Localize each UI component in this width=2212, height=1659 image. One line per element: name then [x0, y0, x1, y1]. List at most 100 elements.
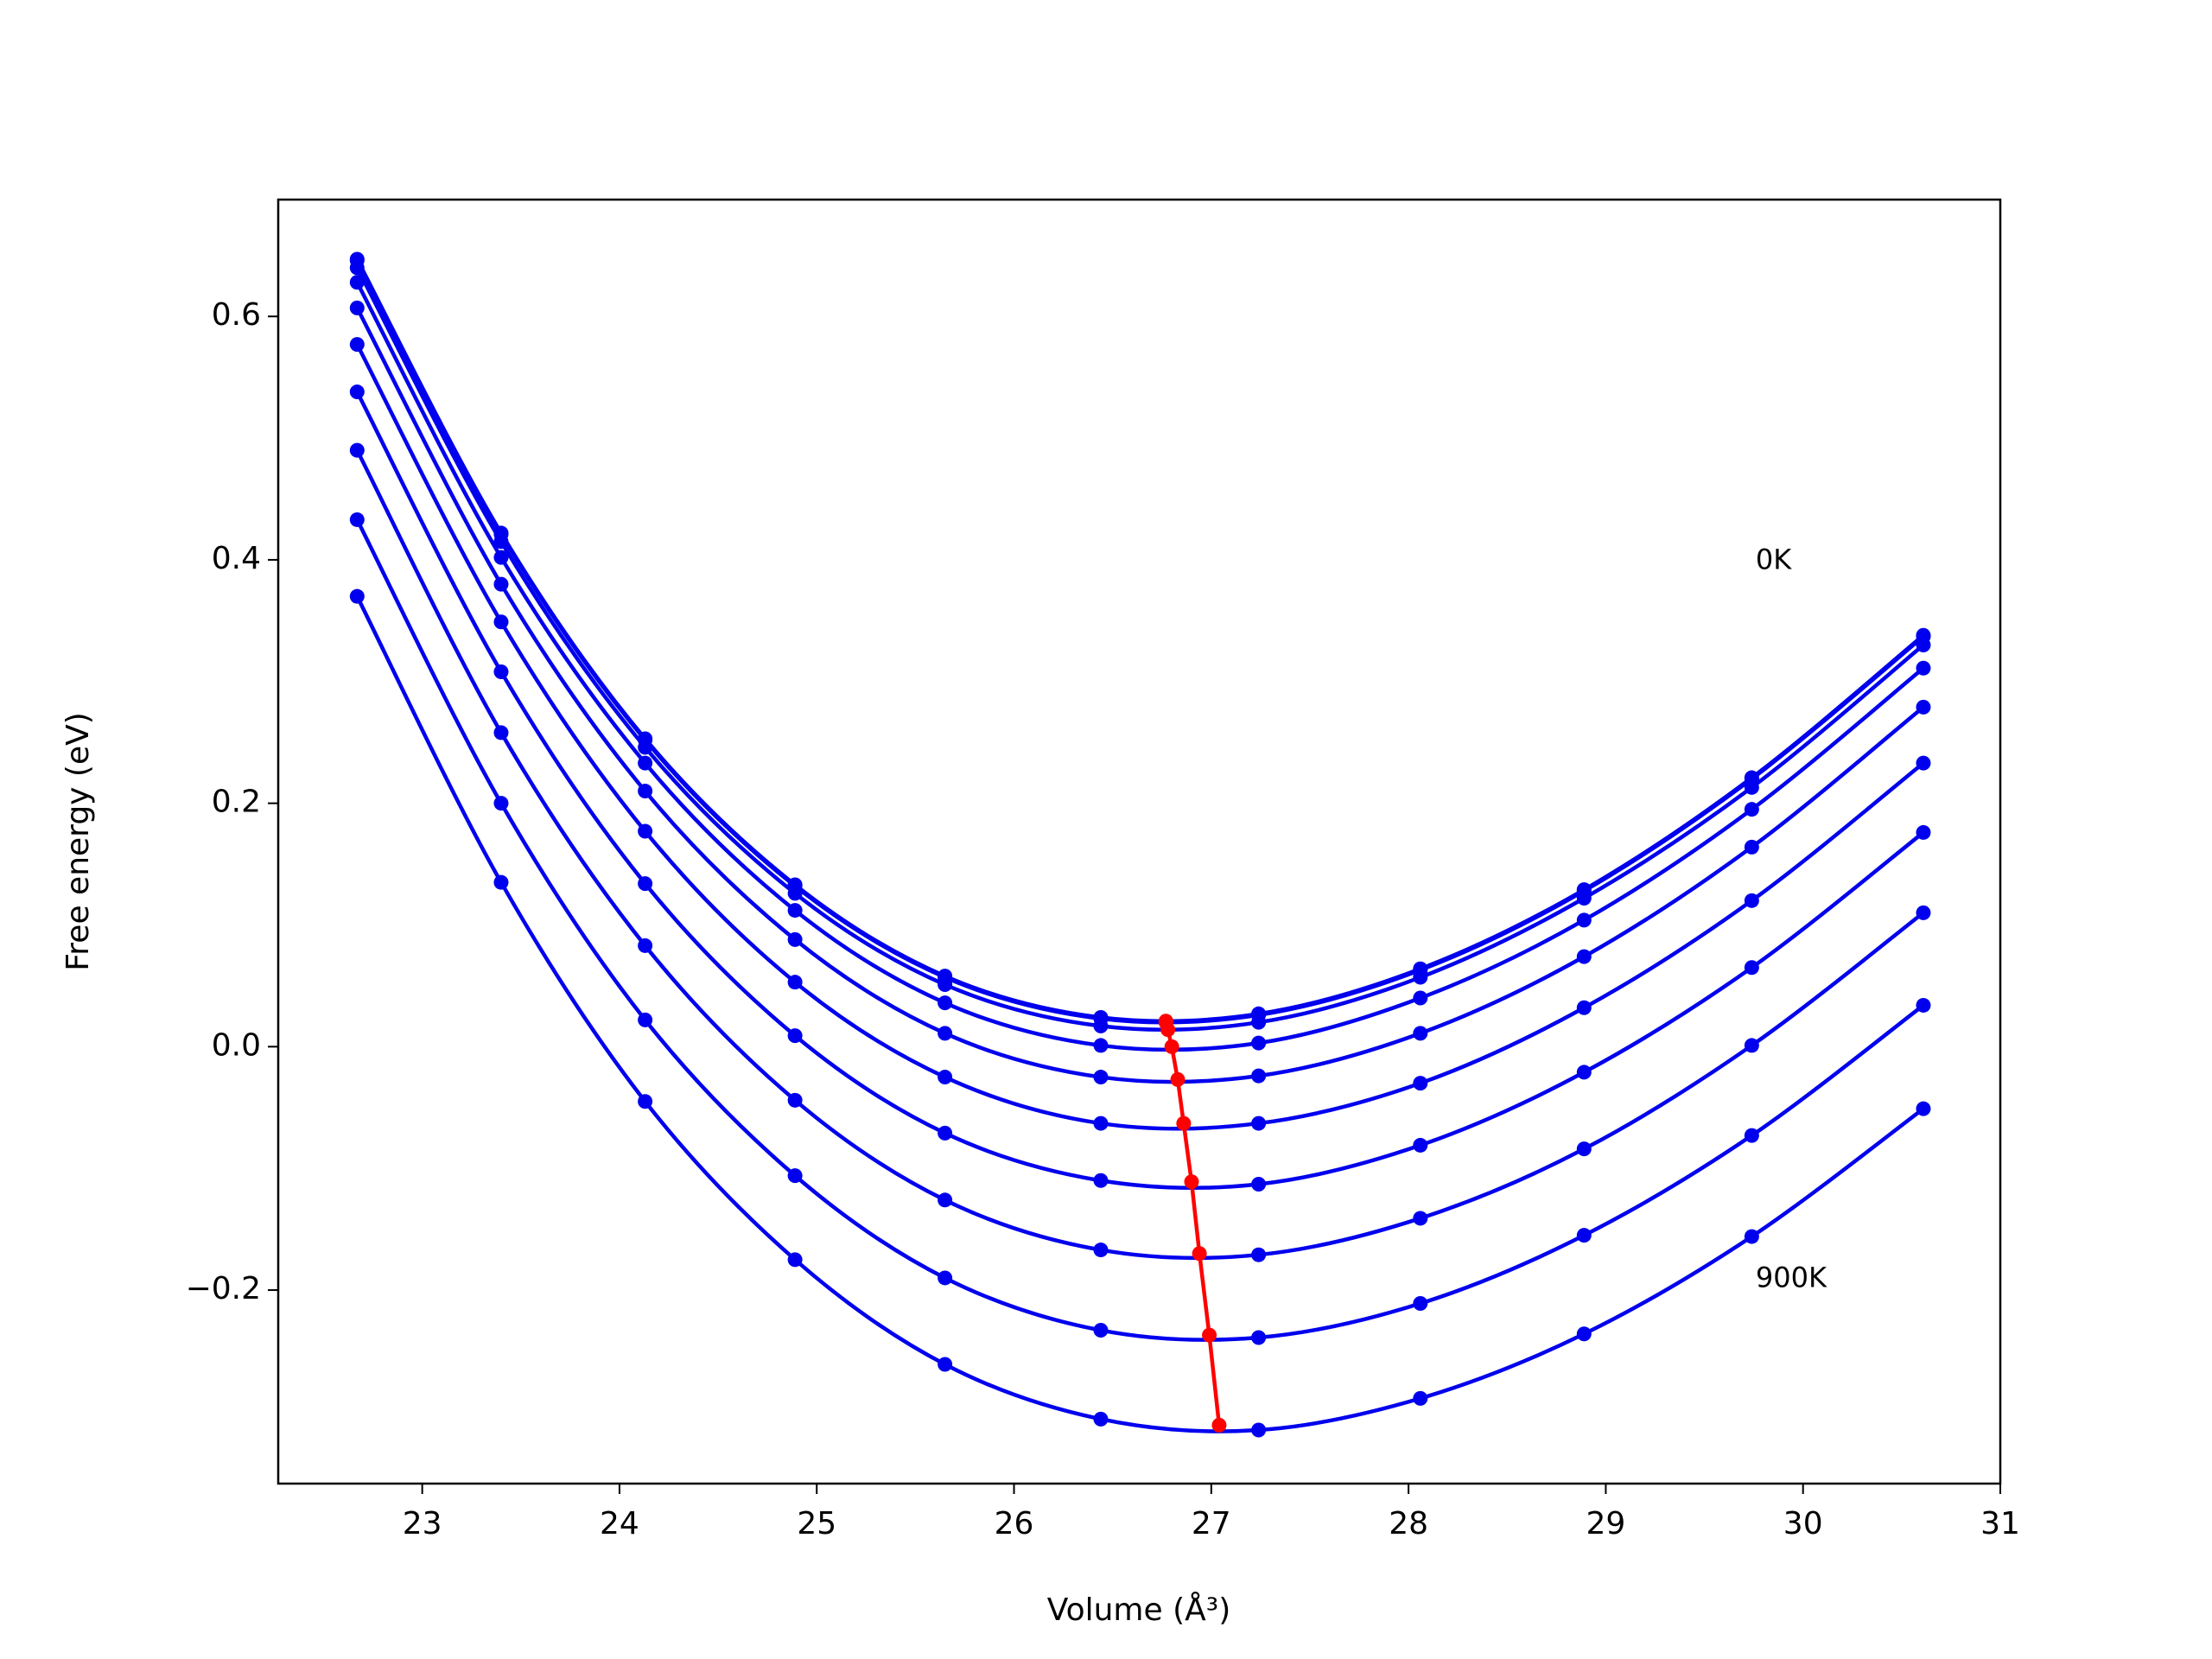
- curve: [355, 259, 1925, 1025]
- point: [638, 1012, 653, 1027]
- point: [938, 1357, 953, 1372]
- minimum-point: [1202, 1327, 1217, 1343]
- point: [1916, 638, 1931, 653]
- point: [1576, 890, 1592, 906]
- point: [1413, 1026, 1428, 1041]
- point: [938, 977, 953, 993]
- point: [1916, 699, 1931, 715]
- point: [493, 725, 509, 741]
- point: [1916, 755, 1931, 771]
- point: [1251, 1422, 1267, 1438]
- point: [938, 1026, 953, 1041]
- x-tick-label: 28: [1389, 1506, 1428, 1541]
- minimum-point: [1160, 1022, 1176, 1038]
- point: [787, 886, 803, 901]
- plot-frame: [276, 198, 2002, 1485]
- point: [1576, 1000, 1592, 1015]
- point: [638, 1094, 653, 1109]
- annotation: 0K: [1756, 543, 1792, 575]
- point: [1744, 960, 1759, 976]
- point: [1251, 1116, 1267, 1131]
- y-tick-label: −0.2: [186, 1271, 261, 1306]
- point: [787, 975, 803, 990]
- point: [1744, 1038, 1759, 1053]
- curve: [355, 518, 1925, 1342]
- point: [1093, 1173, 1109, 1188]
- point: [1744, 839, 1759, 855]
- point: [1744, 1128, 1759, 1143]
- point: [1576, 949, 1592, 964]
- point: [1413, 990, 1428, 1006]
- point: [1576, 912, 1592, 928]
- y-axis-label: Free energy (eV): [60, 712, 96, 971]
- x-tick-label: 25: [797, 1506, 836, 1541]
- point: [787, 1168, 803, 1184]
- point: [938, 995, 953, 1011]
- point: [493, 874, 509, 890]
- point: [349, 337, 365, 353]
- point: [1576, 1141, 1592, 1157]
- point: [349, 300, 365, 315]
- x-tick-label: 26: [995, 1506, 1034, 1541]
- curve: [355, 595, 1925, 1433]
- point: [349, 385, 365, 400]
- point: [787, 903, 803, 918]
- minimum-point: [1184, 1174, 1199, 1190]
- point: [349, 275, 365, 290]
- minimum-point: [1211, 1417, 1227, 1433]
- x-tick-label: 30: [1783, 1506, 1823, 1541]
- annotation: 900K: [1756, 1261, 1827, 1294]
- point: [493, 576, 509, 592]
- y-tick-label: 0.0: [212, 1027, 261, 1063]
- point: [1576, 1228, 1592, 1243]
- point: [1916, 905, 1931, 920]
- point: [1744, 893, 1759, 908]
- point: [1093, 1323, 1109, 1338]
- x-tick-label: 24: [600, 1506, 639, 1541]
- point: [1251, 1068, 1267, 1084]
- point: [938, 1125, 953, 1141]
- point: [1251, 1330, 1267, 1345]
- curve: [355, 307, 1925, 1084]
- point: [1093, 1411, 1109, 1427]
- point: [493, 664, 509, 680]
- x-tick-label: 31: [1980, 1506, 2020, 1541]
- point: [1413, 1390, 1428, 1406]
- x-tick-label: 23: [403, 1506, 442, 1541]
- minimum-point: [1164, 1039, 1179, 1054]
- point: [1916, 824, 1931, 840]
- point: [349, 260, 365, 276]
- point: [787, 1028, 803, 1044]
- point: [1576, 1326, 1592, 1342]
- point: [1093, 1116, 1109, 1131]
- curve: [355, 449, 1925, 1261]
- point: [1413, 1137, 1428, 1153]
- point: [493, 534, 509, 550]
- point: [1251, 1035, 1267, 1051]
- curve: [355, 391, 1925, 1191]
- curve: [355, 343, 1925, 1131]
- minimum-point: [1192, 1246, 1207, 1262]
- point: [1576, 1065, 1592, 1080]
- point: [1916, 1101, 1931, 1116]
- point: [638, 755, 653, 771]
- point: [638, 740, 653, 755]
- point: [493, 796, 509, 811]
- point: [638, 876, 653, 892]
- point: [938, 1270, 953, 1286]
- minimum-point: [1170, 1071, 1185, 1087]
- point: [938, 1192, 953, 1208]
- point: [787, 931, 803, 947]
- minimum-point: [1176, 1116, 1192, 1131]
- point: [493, 550, 509, 565]
- y-tick-label: 0.2: [212, 785, 261, 820]
- x-tick-label: 29: [1586, 1506, 1626, 1541]
- point: [1251, 1177, 1267, 1192]
- point: [1413, 1076, 1428, 1091]
- point: [349, 588, 365, 604]
- x-axis-label: Volume (Å³): [1047, 1591, 1230, 1628]
- point: [493, 614, 509, 630]
- point: [1093, 1038, 1109, 1053]
